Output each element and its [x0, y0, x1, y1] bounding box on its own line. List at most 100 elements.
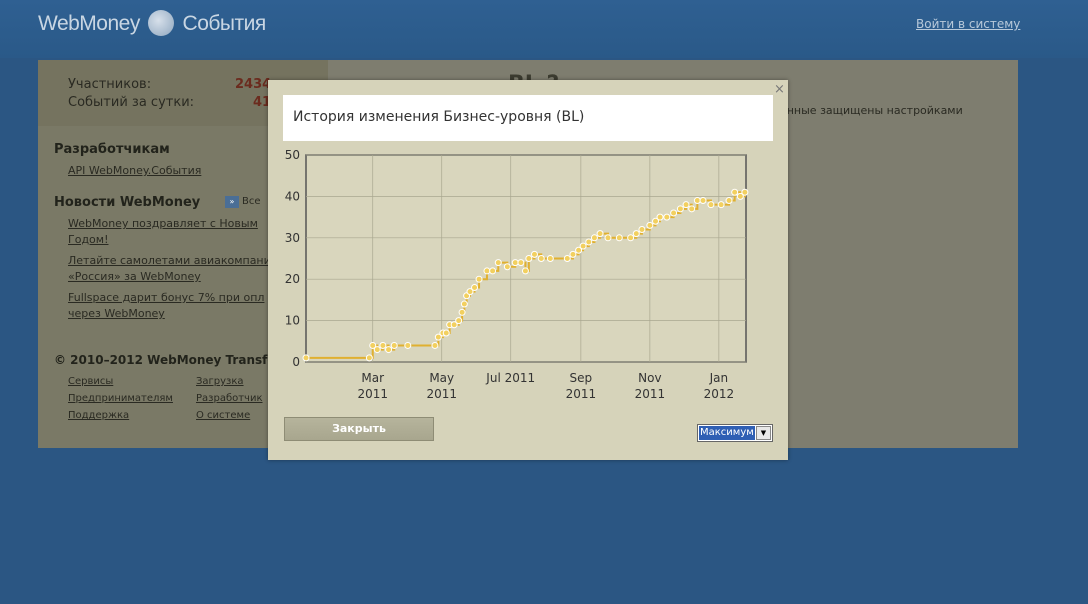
- news-item-line: Fullspace дарит бонус 7% при опл: [68, 291, 265, 304]
- close-button[interactable]: Закрыть: [284, 417, 434, 441]
- data-point: [434, 333, 442, 341]
- footer-link-download[interactable]: Загрузка: [196, 376, 244, 387]
- data-point: [579, 242, 587, 250]
- data-point: [688, 205, 696, 213]
- data-point: [530, 250, 538, 258]
- data-point: [404, 341, 412, 349]
- stat-value-events: 41: [253, 95, 272, 110]
- close-icon[interactable]: ×: [774, 82, 785, 97]
- data-point: [646, 221, 654, 229]
- footer-link-support[interactable]: Поддержка: [68, 410, 130, 421]
- footer-link-developers[interactable]: Разработчик: [196, 393, 263, 404]
- data-point: [596, 230, 604, 238]
- data-point: [511, 259, 519, 267]
- x-tick-label: May: [429, 371, 454, 385]
- data-point: [475, 275, 483, 283]
- data-point: [663, 213, 671, 221]
- x-tick-label: 2011: [566, 387, 597, 401]
- footer-link-services[interactable]: Сервисы: [68, 376, 114, 387]
- bl-history-chart: 0 10 20 30 40 50 Mar 2011 May 2011 Jul 2011 Sep 2011…: [285, 148, 749, 401]
- news-item[interactable]: Fullspace дарит бонус 7% при опл через W…: [68, 290, 308, 322]
- data-point: [563, 255, 571, 262]
- data-point: [590, 234, 598, 242]
- data-point: [517, 259, 525, 267]
- modal-title-box: История изменения Бизнес-уровня (BL): [283, 95, 773, 141]
- data-point: [369, 341, 377, 349]
- data-point: [431, 341, 439, 349]
- data-point: [707, 201, 715, 209]
- news-heading: Новости WebMoney: [54, 195, 201, 210]
- data-point: [460, 300, 468, 308]
- data-point: [385, 346, 393, 354]
- footer-link-business[interactable]: Предпринимателям: [68, 393, 173, 404]
- x-tick-label: 2011: [357, 387, 388, 401]
- stat-label-events: Событий за сутки:: [68, 95, 195, 110]
- all-news-button[interactable]: » Все: [225, 196, 261, 208]
- data-point: [731, 188, 739, 196]
- data-point: [494, 259, 502, 267]
- y-tick-label: 0: [292, 355, 300, 369]
- x-tick-label: 2011: [426, 387, 457, 401]
- webmoney-logo[interactable]: WebMoney События: [38, 10, 266, 36]
- data-point: [302, 354, 310, 362]
- data-point: [682, 201, 690, 209]
- data-point: [693, 197, 701, 205]
- api-link[interactable]: API WebMoney.События: [68, 164, 202, 177]
- footer-link-about[interactable]: О системе: [196, 410, 251, 421]
- range-select[interactable]: Максимум ▼: [697, 424, 773, 442]
- data-point: [537, 255, 545, 262]
- data-point: [736, 192, 744, 200]
- news-item-line: через WebMoney: [68, 307, 165, 320]
- data-point: [379, 341, 387, 349]
- data-point: [585, 238, 593, 246]
- x-tick-label: Jul 2011: [485, 371, 535, 385]
- y-tick-label: 10: [285, 314, 300, 328]
- x-tick-label: 2011: [635, 387, 666, 401]
- data-point: [373, 346, 381, 354]
- data-point: [652, 217, 660, 225]
- data-point: [466, 288, 474, 296]
- news-item-line: Годом!: [68, 233, 109, 246]
- data-point: [604, 234, 612, 242]
- data-point: [670, 209, 678, 217]
- data-point: [717, 201, 725, 209]
- news-item-line: WebMoney поздравляет с Новым: [68, 217, 258, 230]
- y-tick-label: 50: [285, 148, 300, 162]
- data-point: [455, 317, 463, 325]
- data-point: [525, 255, 533, 262]
- data-point: [656, 213, 664, 221]
- data-point: [725, 197, 733, 205]
- data-point: [615, 234, 623, 242]
- data-point: [521, 267, 529, 275]
- news-item-line: «Россия» за WebMoney: [68, 270, 201, 283]
- x-tick-label: Sep: [570, 371, 593, 385]
- data-point: [450, 321, 458, 329]
- data-point: [483, 267, 491, 275]
- site-header: WebMoney События Войти в систему: [0, 0, 1088, 58]
- data-point: [638, 226, 646, 234]
- all-news-label: Все: [242, 196, 261, 207]
- data-point: [627, 234, 635, 242]
- data-point: [442, 329, 450, 337]
- data-point: [503, 263, 511, 271]
- data-point: [569, 250, 577, 258]
- data-point: [699, 197, 707, 205]
- data-point: [365, 354, 373, 362]
- news-item[interactable]: WebMoney поздравляет с Новым Годом!: [68, 216, 308, 248]
- range-select-value: Максимум: [699, 426, 755, 440]
- news-item[interactable]: Летайте самолетами авиакомпании «Россия»…: [68, 253, 308, 285]
- data-point: [390, 341, 398, 349]
- chevron-down-icon[interactable]: ▼: [756, 426, 771, 440]
- logo-section-text: События: [182, 12, 267, 35]
- x-tick-label: 2012: [704, 387, 735, 401]
- stat-label-participants: Участников:: [68, 77, 152, 92]
- data-point: [458, 308, 466, 316]
- login-link[interactable]: Войти в систему: [916, 17, 1021, 31]
- data-point: [632, 230, 640, 238]
- data-point: [546, 255, 554, 262]
- y-tick-label: 30: [285, 231, 300, 245]
- x-tick-label: Nov: [638, 371, 661, 385]
- y-tick-label: 20: [285, 272, 300, 286]
- data-point: [676, 205, 684, 213]
- bl-history-modal: × История изменения Бизнес-уровня (BL) 0…: [268, 80, 788, 460]
